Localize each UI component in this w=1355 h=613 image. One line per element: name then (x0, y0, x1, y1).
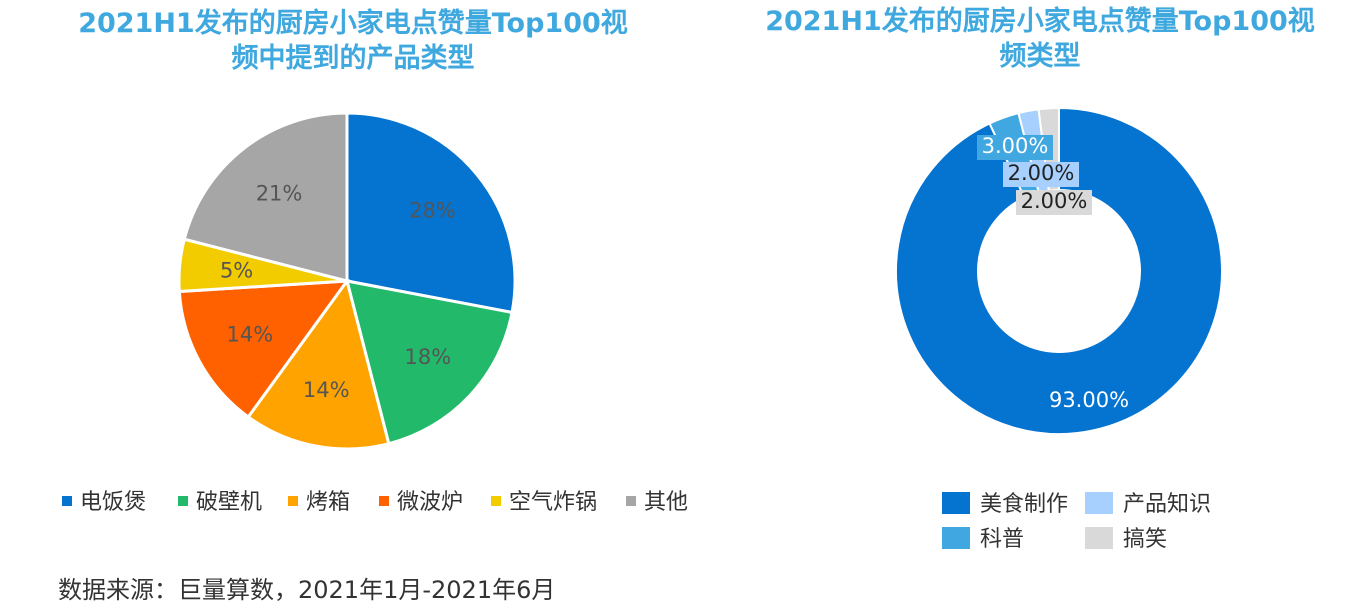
pie-data-label-3: 14% (303, 378, 350, 402)
data-source-note: 数据来源：巨量算数，2021年1月-2021年6月 (58, 576, 556, 604)
pie-slice-3 (246, 277, 391, 451)
pie-slice-4 (177, 279, 351, 420)
pie-legend-marker-2 (178, 496, 188, 506)
pie-title-line-2: 频中提到的产品类型 (231, 43, 475, 74)
pie-data-label-2: 18% (404, 345, 451, 369)
donut-data-label-2: 3.00% (982, 134, 1049, 158)
donut-slice-1 (895, 106, 1223, 435)
donut-legend-marker-2 (1085, 492, 1113, 514)
donut-legend-label-4: 搞笑 (1123, 527, 1167, 552)
donut-data-label-1: 93.00% (1049, 388, 1129, 412)
pie-legend-marker-1 (62, 496, 72, 506)
donut-data-label-4: 2.00% (1021, 189, 1088, 213)
donut-legend-marker-3 (942, 527, 970, 549)
donut-legend-label-3: 科普 (980, 527, 1024, 552)
donut-label-box-2 (977, 135, 1053, 160)
pie-data-label-1: 28% (409, 198, 456, 222)
pie-legend-label-5: 空气炸锅 (509, 490, 597, 515)
pie-slice-1 (345, 111, 517, 315)
donut-label-box-4 (1016, 190, 1092, 215)
pie-legend-label-2: 破壁机 (196, 490, 262, 515)
pie-legend-marker-5 (491, 496, 501, 506)
donut-label-box-3 (1003, 162, 1079, 187)
video-type-donut: 93.00% 3.00% 2.00% 2.00% (895, 106, 1223, 435)
pie-data-label-4: 14% (226, 322, 273, 346)
pie-legend-label-1: 电饭煲 (80, 490, 146, 515)
donut-legend-label-2: 产品知识 (1123, 492, 1211, 517)
pie-chart-title: 2021H1发布的厨房小家电点赞量Top100视 频中提到的产品类型 (48, 6, 658, 76)
pie-legend-marker-6 (626, 496, 636, 506)
pie-legend-label-3: 烤箱 (306, 490, 350, 515)
donut-data-label-3: 2.00% (1008, 161, 1075, 185)
donut-title-line-1: 2021H1发布的厨房小家电点赞量Top100视 (765, 6, 1315, 37)
pie-legend-label-4: 微波炉 (397, 490, 463, 515)
donut-legend-label-1: 美食制作 (980, 492, 1068, 517)
pie-legend-marker-4 (379, 496, 389, 506)
donut-legend-marker-4 (1085, 527, 1113, 549)
pie-legend: 电饭煲 破壁机 烤箱 微波炉 空气炸锅 其他 (62, 490, 688, 515)
product-type-pie: 28% 18% 14% 14% 5% 21% (177, 111, 517, 451)
pie-legend-marker-3 (288, 496, 298, 506)
pie-legend-label-6: 其他 (644, 490, 688, 515)
donut-legend-marker-1 (942, 492, 970, 514)
pie-slice-6 (182, 111, 349, 283)
pie-title-line-1: 2021H1发布的厨房小家电点赞量Top100视 (78, 8, 628, 39)
donut-title-line-2: 频类型 (999, 41, 1081, 72)
pie-data-label-6: 21% (256, 181, 303, 205)
pie-data-label-5: 5% (220, 259, 253, 283)
pie-slice-2 (344, 279, 514, 446)
donut-chart-title: 2021H1发布的厨房小家电点赞量Top100视 频类型 (740, 4, 1340, 74)
